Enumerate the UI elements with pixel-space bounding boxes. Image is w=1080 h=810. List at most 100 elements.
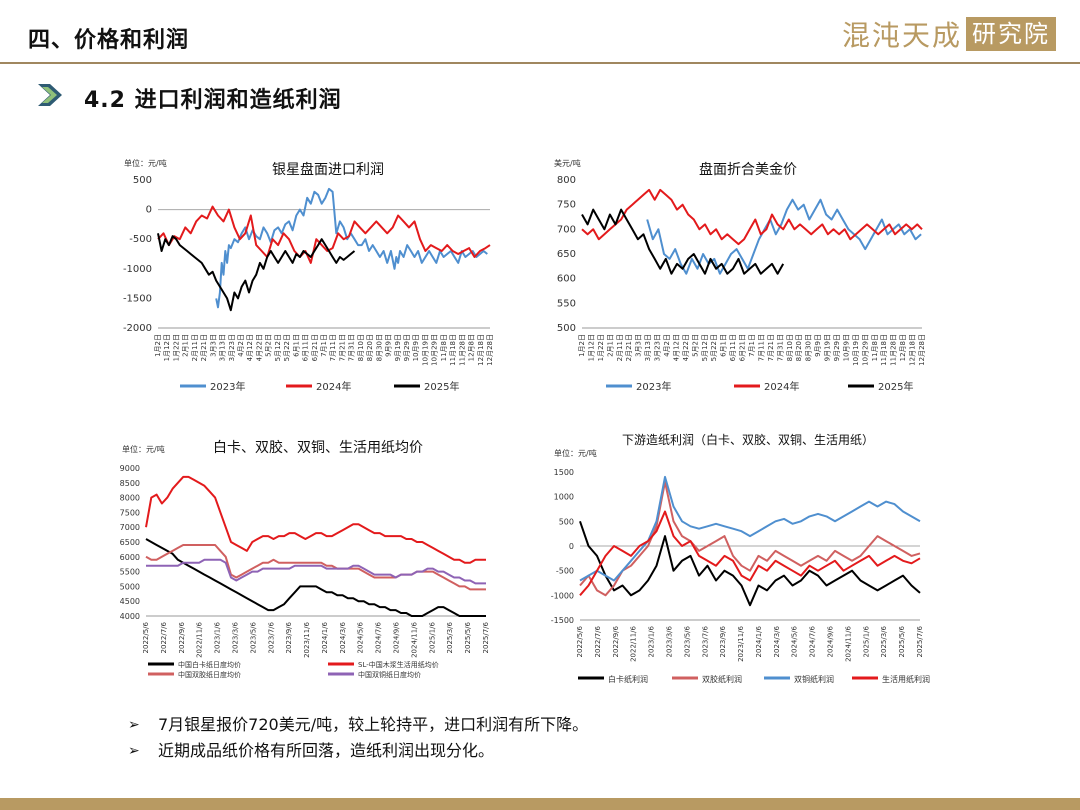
x-tick-label: 7月1日 (320, 334, 328, 357)
y-tick-label: 8500 (120, 479, 140, 488)
x-tick-label: 12月28日 (486, 334, 494, 366)
x-tick-label: 2023/1/6 (214, 621, 222, 653)
x-tick-label: 2025/3/6 (446, 621, 454, 653)
y-tick-label: -500 (129, 234, 152, 245)
chart-unit-label: 单位：元/吨 (124, 158, 167, 168)
x-tick-label: 10月9日 (412, 334, 420, 361)
x-tick-label: 10月19日 (421, 334, 429, 366)
x-tick-label: 4月12日 (246, 334, 254, 361)
x-tick-label: 2024/11/6 (410, 621, 418, 657)
section-arrow-icon (38, 84, 62, 106)
section-title: 4.2 进口利润和造纸利润 (84, 88, 342, 113)
series-line (581, 188, 923, 246)
series-line (157, 205, 491, 264)
x-tick-label: 2023/9/6 (719, 625, 727, 657)
y-tick-label: 800 (557, 175, 576, 186)
x-tick-label: 2月21日 (200, 334, 208, 361)
x-tick-label: 5月22日 (710, 334, 718, 361)
x-tick-label: 1月12日 (587, 334, 595, 361)
chart-paper-avg-price: 白卡、双胶、双铜、生活用纸均价 单位：元/吨 9000 8500 8000 7500 700… (120, 439, 490, 679)
x-tick-label: 7月1日 (748, 334, 756, 357)
y-tick-label: -1000 (551, 591, 574, 600)
x-tick-label: 2023/3/6 (231, 621, 239, 653)
company-logo: 混沌天成 研究院 (842, 16, 1056, 52)
y-tick-label: -1500 (551, 616, 574, 625)
x-tick-label: 2023/1/6 (648, 625, 656, 657)
x-tick-label: 11月28日 (458, 334, 466, 366)
x-tick-label: 5月22日 (283, 334, 291, 361)
x-tick-label: 2022/9/6 (178, 621, 186, 653)
x-tick-label: 2022/7/6 (594, 625, 602, 657)
x-tick-label: 12月8日 (468, 334, 476, 361)
x-tick-label: 2023/3/6 (665, 625, 673, 657)
y-tick-label: 4500 (120, 597, 140, 606)
x-tick-label: 1月2日 (578, 334, 586, 357)
y-tick-label: 500 (133, 175, 152, 186)
y-tick-label: 4000 (120, 612, 140, 621)
x-tick-label: 12月18日 (477, 334, 485, 366)
chart-title: 银星盘面进口利润 (272, 161, 384, 178)
y-tick-label: 1000 (554, 493, 574, 502)
y-tick-label: 500 (557, 323, 576, 334)
x-tick-label: 3月13日 (644, 334, 652, 361)
x-tick-label: 9月19日 (824, 334, 832, 361)
x-tick-label: 3月3日 (209, 334, 217, 357)
x-tick-label: 2025/3/6 (880, 625, 888, 657)
series-line (145, 538, 486, 617)
y-tick-label: 6500 (120, 538, 140, 547)
x-tick-label: 2024/5/6 (791, 625, 799, 657)
x-tick-label: 2024/1/6 (755, 625, 763, 657)
x-tick-label: 2024/7/6 (809, 625, 817, 657)
legend-label: 生活用纸利润 (882, 674, 930, 684)
legend-label: 白卡纸利润 (608, 674, 648, 684)
x-tick-label: 8月10日 (786, 334, 794, 361)
x-tick-label: 2025/1/6 (862, 625, 870, 657)
x-tick-label: 2023/9/6 (285, 621, 293, 653)
x-tick-label: 2025/7/6 (916, 625, 924, 657)
x-tick-label: 6月1日 (292, 334, 300, 357)
x-tick-label: 3月13日 (219, 334, 227, 361)
bullet-arrow-icon: ➢ (128, 743, 140, 759)
bullet-text: 7月银星报价720美元/吨，较上轮持平，进口利润有所下降。 (158, 715, 589, 734)
x-tick-label: 9月9日 (385, 334, 393, 357)
x-tick-label: 2023/7/6 (701, 625, 709, 657)
x-tick-label: 3月23日 (654, 334, 662, 361)
x-tick-label: 8月30日 (375, 334, 383, 361)
x-tick-label: 10月19日 (852, 334, 860, 366)
bullet-item: ➢ 7月银星报价720美元/吨，较上轮持平，进口利润有所下降。 (128, 712, 588, 738)
series-line (579, 480, 921, 597)
y-tick-label: 7500 (120, 508, 140, 517)
x-tick-label: 3月23日 (228, 334, 236, 361)
x-tick-label: 2024/1/6 (321, 621, 329, 653)
y-tick-label: 550 (557, 298, 576, 309)
x-tick-label: 4月2日 (663, 334, 671, 357)
x-tick-label: 9月29日 (833, 334, 841, 361)
series-line (579, 510, 921, 596)
legend-label: 2023年 (210, 380, 245, 393)
series-line (145, 544, 486, 591)
x-tick-label: 1月22日 (597, 334, 605, 361)
x-tick-label: 7月21日 (338, 334, 346, 361)
x-tick-label: 10月9日 (842, 334, 850, 361)
x-tick-label: 6月21日 (739, 334, 747, 361)
legend-label: 中国双铜纸日度均价 (358, 670, 421, 679)
x-tick-label: 2024/3/6 (339, 621, 347, 653)
y-tick-label: 750 (557, 200, 576, 211)
x-tick-label: 2025/5/6 (464, 621, 472, 653)
x-tick-label: 12月8日 (899, 334, 907, 361)
y-tick-label: -1500 (123, 293, 152, 304)
x-tick-label: 7月11日 (757, 334, 765, 361)
x-tick-label: 11月18日 (449, 334, 457, 366)
x-tick-label: 2022/9/6 (612, 625, 620, 657)
series-line (157, 233, 356, 312)
x-tick-label: 2023/7/6 (267, 621, 275, 653)
y-tick-label: 7000 (120, 523, 140, 532)
y-tick-label: -1000 (123, 264, 152, 275)
x-tick-label: 9月19日 (394, 334, 402, 361)
y-tick-label: -500 (556, 567, 574, 576)
x-tick-label: 8月30日 (805, 334, 813, 361)
x-tick-label: 9月9日 (814, 334, 822, 357)
x-tick-label: 2022/5/6 (142, 621, 150, 653)
summary-bullets: ➢ 7月银星报价720美元/吨，较上轮持平，进口利润有所下降。 ➢ 近期成品纸价格有… (128, 712, 588, 764)
x-tick-label: 2月21日 (625, 334, 633, 361)
